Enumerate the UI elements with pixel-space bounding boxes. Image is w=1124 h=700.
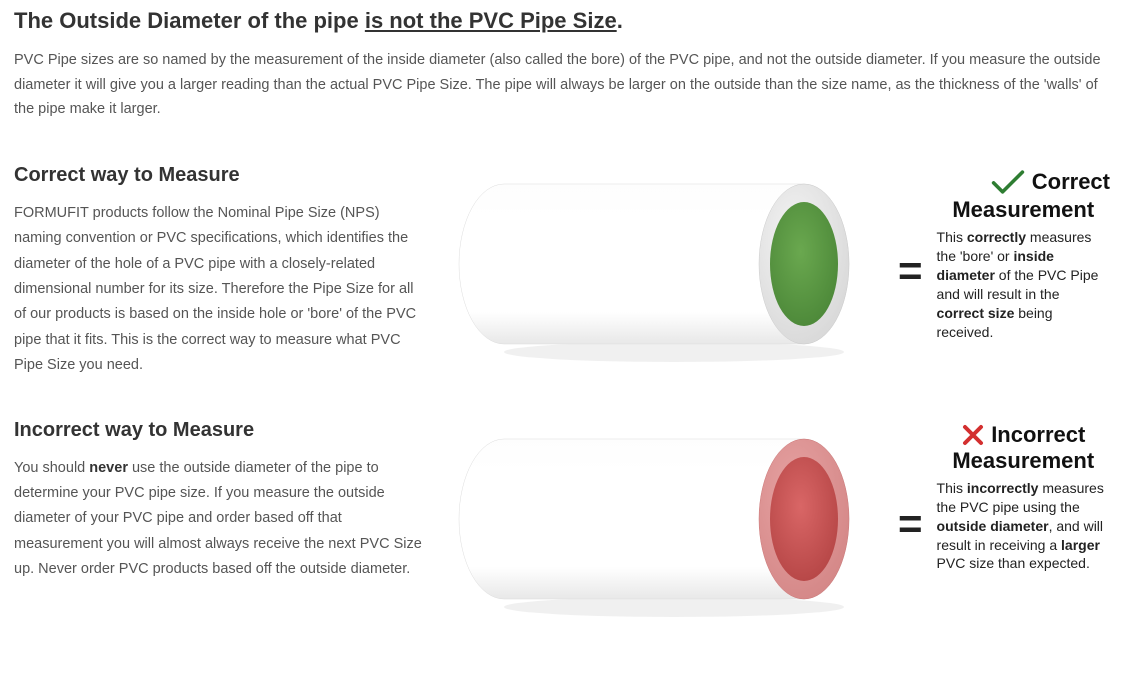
incorrect-heading: Incorrect way to Measure xyxy=(14,419,424,442)
correct-heading: Correct way to Measure xyxy=(14,164,424,187)
heading-underline: is not the PVC Pipe Size xyxy=(365,8,617,33)
correct-pipe-illustration xyxy=(444,164,884,364)
heading-prefix: The Outside Diameter of the pipe xyxy=(14,8,365,33)
incorrect-title-1: Incorrect xyxy=(991,423,1085,447)
heading-suffix: . xyxy=(617,8,623,33)
correct-callout: Correct Measurement This correctly measu… xyxy=(937,164,1110,342)
section-incorrect-text: Incorrect way to Measure You should neve… xyxy=(14,419,444,583)
x-icon xyxy=(961,423,985,447)
equals-sign: = xyxy=(898,500,923,548)
intro-paragraph: PVC Pipe sizes are so named by the measu… xyxy=(14,48,1104,122)
section-correct-text: Correct way to Measure FORMUFIT products… xyxy=(14,164,444,379)
check-icon xyxy=(990,168,1026,196)
incorrect-callout: Incorrect Measurement This incorrectly m… xyxy=(937,419,1110,574)
incorrect-pipe-illustration xyxy=(444,419,884,619)
incorrect-callout-body: This incorrectly measures the PVC pipe u… xyxy=(937,479,1110,573)
incorrect-paragraph: You should never use the outside diamete… xyxy=(14,456,424,583)
section-correct: Correct way to Measure FORMUFIT products… xyxy=(14,164,1110,379)
correct-callout-body: This correctly measures the 'bore' or in… xyxy=(937,228,1110,341)
equals-sign: = xyxy=(898,247,923,295)
correct-title-2: Measurement xyxy=(937,198,1110,222)
correct-title-1: Correct xyxy=(1032,170,1110,194)
section-incorrect: Incorrect way to Measure You should neve… xyxy=(14,419,1110,629)
main-heading: The Outside Diameter of the pipe is not … xyxy=(14,8,1110,34)
correct-paragraph: FORMUFIT products follow the Nominal Pip… xyxy=(14,201,424,379)
incorrect-title-2: Measurement xyxy=(937,449,1110,473)
